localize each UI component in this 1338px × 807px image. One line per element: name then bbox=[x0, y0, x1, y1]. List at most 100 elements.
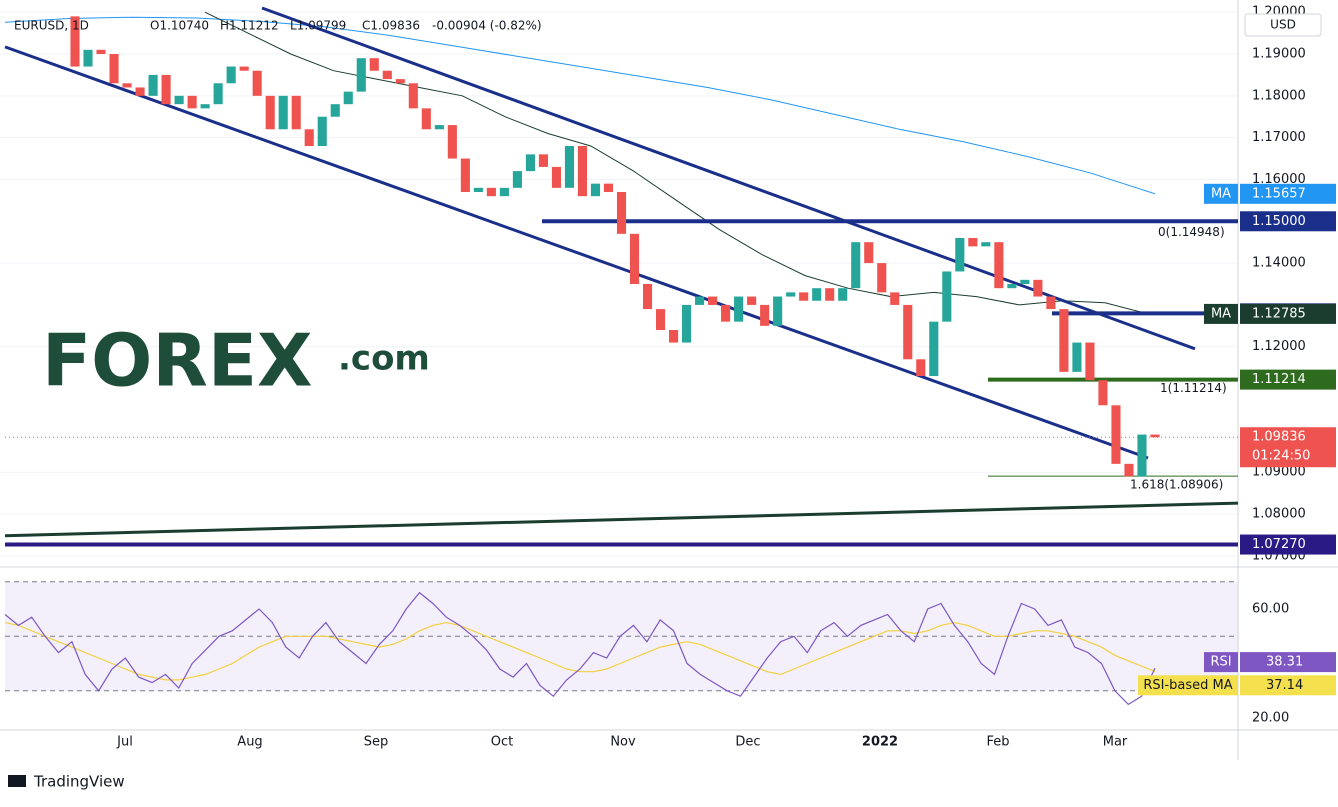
currency-box[interactable] bbox=[1244, 13, 1322, 37]
candle bbox=[226, 66, 236, 84]
candle bbox=[317, 116, 327, 147]
candle bbox=[122, 83, 132, 88]
candle bbox=[434, 125, 444, 130]
x-tick-label: Oct bbox=[491, 735, 513, 750]
candle bbox=[278, 95, 288, 130]
price-label: 1.15000 bbox=[1252, 214, 1306, 229]
candle bbox=[460, 158, 470, 193]
candle bbox=[890, 292, 900, 305]
candle bbox=[291, 95, 301, 130]
ma200-line bbox=[4, 16, 1156, 195]
candle bbox=[916, 359, 926, 377]
x-tick-label: Feb bbox=[986, 735, 1009, 750]
candle bbox=[551, 166, 562, 188]
ohlc-value: O1.10740 bbox=[150, 19, 209, 33]
candle bbox=[330, 104, 340, 117]
candle bbox=[408, 83, 418, 109]
tv-icon bbox=[8, 775, 26, 787]
fib-label: 1(1.11214) bbox=[1160, 381, 1227, 395]
candle bbox=[486, 187, 496, 197]
candle bbox=[343, 91, 353, 105]
candle bbox=[538, 154, 548, 167]
candle bbox=[1085, 342, 1095, 381]
price-label: 1.15657 bbox=[1252, 186, 1306, 201]
candle bbox=[851, 242, 861, 289]
candle bbox=[1124, 463, 1134, 477]
tag-box bbox=[1204, 183, 1238, 204]
candle bbox=[616, 192, 627, 234]
candle bbox=[499, 187, 509, 197]
rsi-line bbox=[4, 591, 1156, 706]
y-tick-label: 1.16000 bbox=[1252, 172, 1306, 187]
y-tick-label: 1.12000 bbox=[1252, 339, 1306, 354]
candle bbox=[955, 238, 965, 272]
candle bbox=[135, 87, 145, 96]
candle bbox=[942, 271, 952, 322]
candle bbox=[148, 74, 158, 96]
ohlc-value: L1.09799 bbox=[290, 19, 346, 33]
candle bbox=[421, 108, 431, 130]
candle bbox=[265, 95, 275, 130]
tag: MA bbox=[1211, 186, 1231, 201]
footer[interactable]: TradingView bbox=[33, 773, 125, 791]
candle bbox=[161, 74, 171, 105]
rsi-tick-label: 60.00 bbox=[1252, 602, 1289, 617]
candle bbox=[1033, 279, 1043, 297]
price-label-box bbox=[1240, 534, 1336, 555]
candle bbox=[603, 183, 614, 193]
tag: MA bbox=[1211, 306, 1231, 321]
candle bbox=[83, 49, 93, 67]
price-label-box bbox=[1240, 427, 1336, 468]
candle bbox=[838, 288, 848, 301]
candle bbox=[669, 330, 679, 343]
candle bbox=[577, 146, 588, 197]
tag-box bbox=[1204, 303, 1238, 324]
y-tick-label: 1.09000 bbox=[1252, 465, 1306, 480]
candle bbox=[1137, 434, 1147, 477]
candle bbox=[395, 79, 405, 84]
trendline bbox=[4, 45, 1149, 460]
price-label: 1.12785 bbox=[1252, 306, 1306, 321]
rsi-label-box bbox=[1240, 675, 1336, 696]
candle bbox=[200, 104, 210, 109]
candle bbox=[747, 296, 757, 305]
candle bbox=[369, 58, 379, 71]
candle bbox=[1020, 279, 1030, 285]
candle bbox=[655, 309, 666, 331]
candle bbox=[187, 95, 197, 109]
y-tick-label: 1.19000 bbox=[1252, 47, 1306, 62]
rsi-label: 37.14 bbox=[1266, 678, 1303, 693]
countdown: 01:24:50 bbox=[1252, 449, 1310, 464]
candle bbox=[734, 296, 744, 322]
fib-label: 0(1.14948) bbox=[1158, 225, 1225, 239]
symbol: EURUSD, 1D bbox=[14, 19, 89, 33]
y-tick-label: 1.14000 bbox=[1252, 256, 1306, 271]
candle bbox=[981, 242, 991, 247]
candle bbox=[877, 263, 887, 293]
candle bbox=[70, 16, 80, 67]
candle bbox=[1007, 284, 1017, 289]
currency[interactable]: USD bbox=[1270, 18, 1296, 32]
candle bbox=[1111, 405, 1121, 464]
candle bbox=[773, 296, 783, 326]
price-label: 1.09836 bbox=[1252, 430, 1306, 445]
rsi-tag: RSI bbox=[1210, 655, 1231, 670]
candle bbox=[590, 183, 601, 197]
candle bbox=[642, 284, 653, 310]
x-tick-label: Jul bbox=[116, 735, 133, 750]
candle bbox=[695, 296, 705, 305]
candle bbox=[473, 187, 483, 193]
rsi-tag-box bbox=[1204, 652, 1238, 673]
rsi-tick-label: 20.00 bbox=[1252, 711, 1289, 726]
candle bbox=[968, 238, 978, 247]
candle bbox=[447, 125, 457, 159]
candle bbox=[903, 304, 913, 360]
candle bbox=[721, 304, 731, 322]
candle bbox=[929, 321, 939, 377]
trendline bbox=[4, 501, 1239, 538]
candle bbox=[799, 292, 809, 301]
y-tick-label: 1.17000 bbox=[1252, 130, 1306, 145]
candle bbox=[213, 83, 223, 105]
x-tick-label: Nov bbox=[610, 735, 636, 750]
candle bbox=[512, 171, 522, 188]
